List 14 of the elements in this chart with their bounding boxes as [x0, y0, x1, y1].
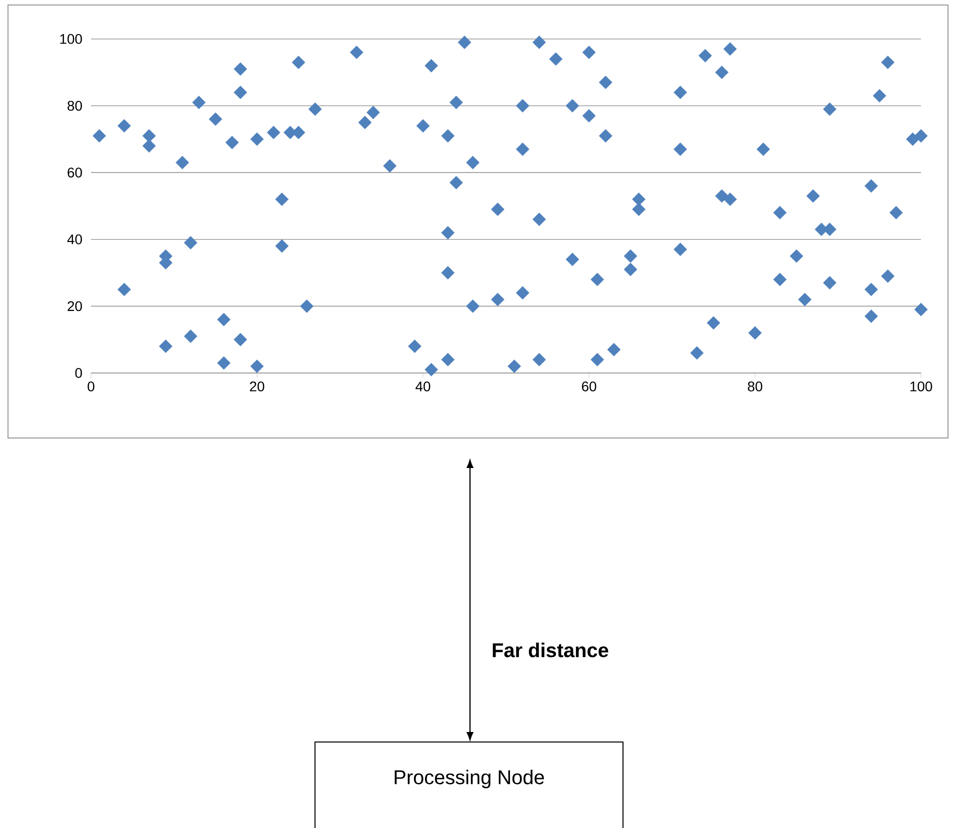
y-tick-label: 100	[60, 34, 82, 44]
x-tick-label: 60	[582, 381, 596, 392]
x-tick-label: 40	[416, 381, 430, 392]
x-tick-label: 100	[910, 381, 932, 392]
x-tick-label: 20	[250, 381, 264, 392]
text: Far distance	[492, 642, 608, 658]
y-tick-label: 0	[75, 368, 82, 378]
y-tick-label: 80	[68, 100, 82, 111]
x-tick-label: 0	[88, 381, 94, 392]
y-tick-label: 60	[68, 168, 82, 178]
text: Processing Node	[394, 770, 544, 788]
x-tick-label: 80	[748, 381, 762, 392]
y-tick-label: 20	[68, 301, 82, 312]
y-tick-label: 40	[67, 234, 82, 244]
